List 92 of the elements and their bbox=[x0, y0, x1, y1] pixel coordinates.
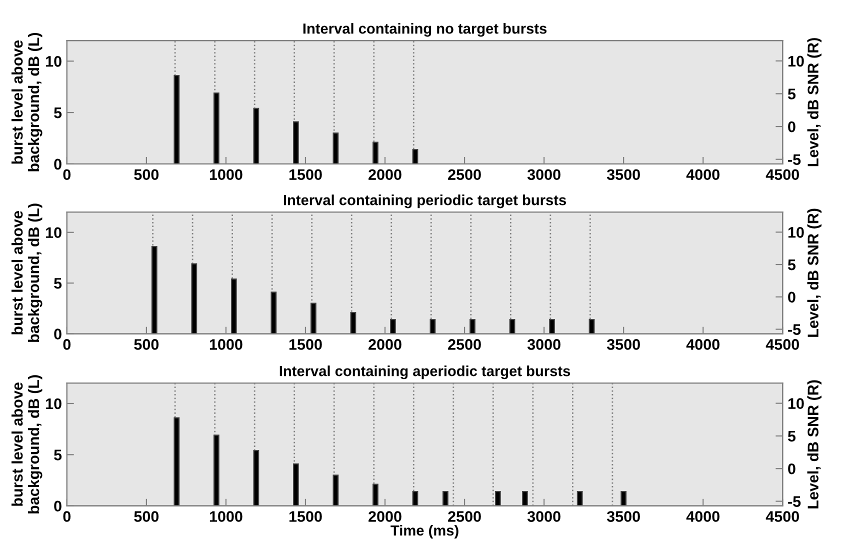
y-tick-label: 10 bbox=[46, 227, 62, 238]
y-tick-label: 0 bbox=[54, 328, 62, 340]
bar bbox=[509, 319, 516, 334]
y-axis-title: burst level above background, dB (L) bbox=[12, 32, 42, 172]
chart-title: Interval containing periodic target bursts bbox=[284, 194, 566, 208]
chart-title: Interval containing no target bursts bbox=[303, 23, 547, 37]
y-tick-label: 5 bbox=[54, 108, 62, 118]
x-tick-label: 500 bbox=[134, 169, 159, 180]
bar bbox=[213, 92, 220, 164]
bar bbox=[620, 490, 627, 506]
y-tick-label: 0 bbox=[54, 500, 62, 512]
x-tick-label: 4500 bbox=[766, 511, 799, 522]
x-tick-label: 2500 bbox=[448, 339, 481, 350]
bar bbox=[332, 132, 339, 164]
bar bbox=[412, 490, 418, 506]
bar bbox=[270, 292, 277, 334]
y-tick-label: 5 bbox=[54, 450, 62, 460]
bar bbox=[332, 474, 339, 506]
y2-axis-title: Level, dB SNR (R) bbox=[807, 38, 822, 166]
x-tick-label: 0 bbox=[63, 169, 71, 180]
bar bbox=[430, 319, 436, 334]
x-tick-label: 3000 bbox=[527, 339, 560, 350]
y2-tick-label: -5 bbox=[788, 154, 801, 166]
bar bbox=[470, 319, 476, 334]
bar bbox=[390, 319, 396, 334]
bar bbox=[588, 319, 595, 334]
bar bbox=[230, 278, 237, 334]
x-tick-label: 4000 bbox=[686, 169, 720, 180]
bar bbox=[151, 246, 158, 334]
y-axis-title: burst level above background, dB (L) bbox=[12, 375, 42, 514]
x-tick-label: 1000 bbox=[210, 339, 242, 350]
x-tick-label: 1000 bbox=[210, 169, 242, 180]
x-tick-label: 500 bbox=[134, 511, 159, 522]
y2-tick-label: 0 bbox=[788, 463, 796, 474]
x-tick-label: 3000 bbox=[527, 511, 560, 522]
bar bbox=[293, 463, 299, 506]
bar bbox=[522, 490, 528, 506]
bar bbox=[213, 434, 220, 506]
y-tick-label: 0 bbox=[54, 158, 62, 170]
x-tick-label: 4500 bbox=[766, 339, 799, 350]
x-tick-label: 3500 bbox=[606, 339, 640, 350]
x-tick-label: 1500 bbox=[289, 339, 322, 350]
y2-axis-title: Level, dB SNR (R) bbox=[807, 208, 822, 337]
x-tick-label: 2000 bbox=[368, 339, 402, 350]
x-tick-label: 1000 bbox=[210, 511, 242, 522]
bar bbox=[412, 148, 418, 164]
y2-tick-label: 10 bbox=[788, 398, 804, 409]
bar bbox=[442, 490, 448, 506]
x-tick-label: 1500 bbox=[289, 169, 322, 180]
bar bbox=[174, 417, 180, 506]
bar bbox=[253, 450, 260, 506]
chart-title: Interval containing aperiodic target bursts bbox=[280, 366, 570, 380]
y-tick-label: 10 bbox=[46, 398, 62, 410]
bar bbox=[350, 312, 356, 334]
x-tick-label: 4500 bbox=[766, 169, 799, 180]
bar bbox=[372, 484, 378, 506]
x-tick-label: 2000 bbox=[368, 169, 402, 180]
y-axis-title: burst level above background, dB (L) bbox=[12, 204, 42, 342]
x-tick-label: 2500 bbox=[448, 169, 481, 180]
y2-tick-label: 5 bbox=[788, 430, 796, 442]
x-tick-label: 3500 bbox=[606, 511, 640, 522]
bar bbox=[191, 263, 198, 334]
y2-tick-label: 0 bbox=[788, 121, 796, 132]
x-tick-label: 0 bbox=[63, 511, 71, 522]
x-tick-label: 3500 bbox=[606, 169, 640, 180]
x-tick-label: 0 bbox=[63, 339, 71, 350]
y-tick-label: 5 bbox=[54, 278, 62, 289]
bar bbox=[494, 490, 501, 506]
bar bbox=[253, 108, 260, 164]
y2-tick-label: 10 bbox=[788, 56, 804, 67]
y2-tick-label: 10 bbox=[788, 227, 804, 238]
x-tick-label: 2000 bbox=[368, 511, 402, 522]
bar bbox=[174, 74, 180, 164]
y2-tick-label: -5 bbox=[788, 324, 801, 335]
bar bbox=[372, 142, 378, 164]
x-tick-label: 500 bbox=[134, 339, 159, 350]
y2-tick-label: 5 bbox=[788, 260, 796, 270]
y2-axis-title: Level, dB SNR (R) bbox=[807, 380, 822, 508]
x-tick-label: 2500 bbox=[448, 511, 481, 522]
y-tick-label: 10 bbox=[46, 56, 62, 67]
bar bbox=[576, 490, 583, 506]
bar bbox=[293, 121, 299, 164]
x-tick-label: 4000 bbox=[686, 511, 720, 522]
bar bbox=[549, 319, 555, 334]
y2-tick-label: 5 bbox=[788, 88, 796, 100]
y2-tick-label: 0 bbox=[788, 292, 796, 303]
x-tick-label: 4000 bbox=[686, 339, 720, 350]
x-tick-label: 3000 bbox=[527, 169, 560, 180]
x-tick-label: 1500 bbox=[289, 511, 322, 522]
y2-tick-label: -5 bbox=[788, 496, 801, 507]
bar bbox=[310, 302, 316, 334]
x-axis-title: Time (ms) bbox=[390, 524, 458, 539]
